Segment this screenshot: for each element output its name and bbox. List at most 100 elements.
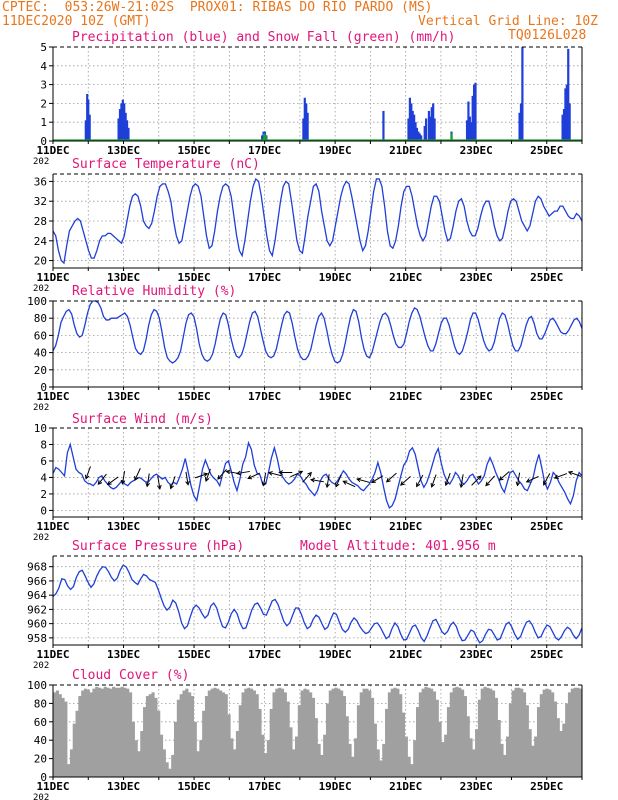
- wind-arrowhead: [278, 470, 284, 475]
- cloud-bar: [567, 692, 572, 777]
- y-tick-label: 4: [40, 471, 47, 484]
- cloud-bar: [323, 734, 327, 777]
- wind-arrow: [371, 475, 384, 483]
- x-tick-label: 21DEC: [389, 144, 422, 157]
- cloud-bar: [379, 760, 383, 777]
- x-tick-label: 19DEC: [319, 390, 352, 403]
- cloud-bar: [441, 742, 445, 777]
- wind-arrowhead: [157, 484, 162, 490]
- precip-bar-blue: [306, 112, 309, 141]
- precip-bar-blue: [418, 133, 421, 141]
- cloud-bar: [249, 688, 254, 777]
- cloud-bar: [407, 756, 411, 777]
- y-tick-label: 962: [27, 603, 47, 616]
- y-tick-label: 20: [34, 753, 47, 766]
- x-tick-label: 13DEC: [107, 520, 140, 533]
- x-tick-label: 15DEC: [178, 520, 211, 533]
- precip-bar-blue: [474, 82, 477, 141]
- wind-arrow: [217, 468, 227, 480]
- y-tick-label: 60: [34, 329, 47, 342]
- cloud-bar: [224, 694, 228, 777]
- x-tick-label: 17DEC: [248, 144, 281, 157]
- cloud-bar: [69, 749, 74, 777]
- panel-precip: [49, 46, 583, 144]
- precip-bar-blue: [125, 120, 129, 141]
- precip-bar-blue: [407, 118, 410, 141]
- precip-bar-blue: [432, 103, 435, 141]
- cloud-bar: [92, 688, 96, 777]
- cloud-bar: [404, 736, 408, 777]
- cloud-bar: [359, 692, 363, 777]
- panel-cloud: [49, 684, 583, 780]
- cloud-bar: [128, 692, 133, 777]
- x-tick-label: 25DEC: [530, 780, 563, 793]
- x-year-partial: 202: [33, 793, 49, 800]
- cloud-bar: [292, 749, 296, 777]
- cloud-bar: [365, 688, 369, 777]
- x-tick-label: 17DEC: [248, 390, 281, 403]
- precip-bar-blue: [417, 131, 420, 141]
- cloud-bar: [385, 708, 389, 777]
- series-line-temp: [52, 177, 583, 265]
- x-tick-label: 13DEC: [107, 271, 140, 284]
- x-tick-label: 19DEC: [319, 520, 352, 533]
- y-tick-label: 2: [40, 488, 47, 501]
- wind-arrowhead: [84, 474, 90, 480]
- cloud-bar: [494, 697, 498, 777]
- wind-arrow: [356, 478, 370, 483]
- cloud-bar: [438, 721, 442, 777]
- precip-bar-green: [263, 133, 266, 141]
- y-tick-label: 1: [40, 116, 47, 129]
- x-tick-label: 15DEC: [178, 390, 211, 403]
- cloud-bar: [145, 696, 150, 777]
- precip-bar-blue: [433, 118, 436, 141]
- x-tick-label: 25DEC: [530, 144, 563, 157]
- precip-bar-blue: [567, 48, 570, 141]
- cloud-bar: [314, 718, 318, 777]
- cloud-bar: [351, 756, 355, 777]
- cloud-bar: [463, 696, 467, 777]
- cloud-bar: [213, 687, 217, 777]
- x-tick-label: 17DEC: [248, 520, 281, 533]
- cloud-bar: [413, 740, 417, 777]
- x-tick-label: 25DEC: [530, 648, 563, 661]
- y-tick-label: 960: [27, 618, 47, 631]
- wind-arrowhead: [310, 477, 316, 483]
- cloud-bar: [461, 689, 465, 777]
- precip-bar-blue: [565, 84, 568, 141]
- cloud-bar: [55, 690, 59, 777]
- y-tick-label: 0: [40, 135, 47, 148]
- precip-bar-blue: [564, 88, 567, 141]
- precip-bar-blue: [420, 135, 423, 141]
- panel-title-cloud: Cloud Cover (%): [72, 668, 189, 683]
- cloud-bar: [193, 721, 197, 777]
- cloud-bar: [348, 743, 352, 777]
- precip-bar-blue: [521, 47, 524, 141]
- cloud-bar: [435, 699, 439, 777]
- wind-arrow: [302, 472, 312, 483]
- y-tick-label: 40: [34, 734, 47, 747]
- precip-bar-blue: [414, 122, 417, 141]
- wind-arrow: [516, 472, 521, 486]
- wind-arrow: [431, 474, 437, 488]
- wind-arrowhead: [134, 476, 139, 482]
- cloud-bar: [143, 707, 147, 777]
- cloud-bar: [503, 754, 507, 777]
- x-tick-label: 15DEC: [178, 144, 211, 157]
- cloud-bar: [340, 690, 344, 777]
- y-tick-label: 20: [34, 255, 47, 268]
- cloud-bar: [458, 687, 462, 777]
- panel-title-pressure: Surface Pressure (hPa): [72, 539, 244, 554]
- cloud-bar: [266, 740, 271, 777]
- cloud-bar: [103, 686, 107, 777]
- wind-arrowhead: [476, 475, 482, 481]
- x-tick-label: 21DEC: [389, 780, 422, 793]
- precip-bar-blue: [413, 114, 416, 141]
- cloud-bar: [455, 686, 459, 777]
- precip-bar-blue: [88, 114, 91, 141]
- wind-arrow: [97, 473, 107, 485]
- cloud-bar: [390, 688, 394, 777]
- y-tick-label: 0: [40, 381, 47, 394]
- cloud-bar: [67, 764, 71, 777]
- cloud-bar: [280, 688, 285, 777]
